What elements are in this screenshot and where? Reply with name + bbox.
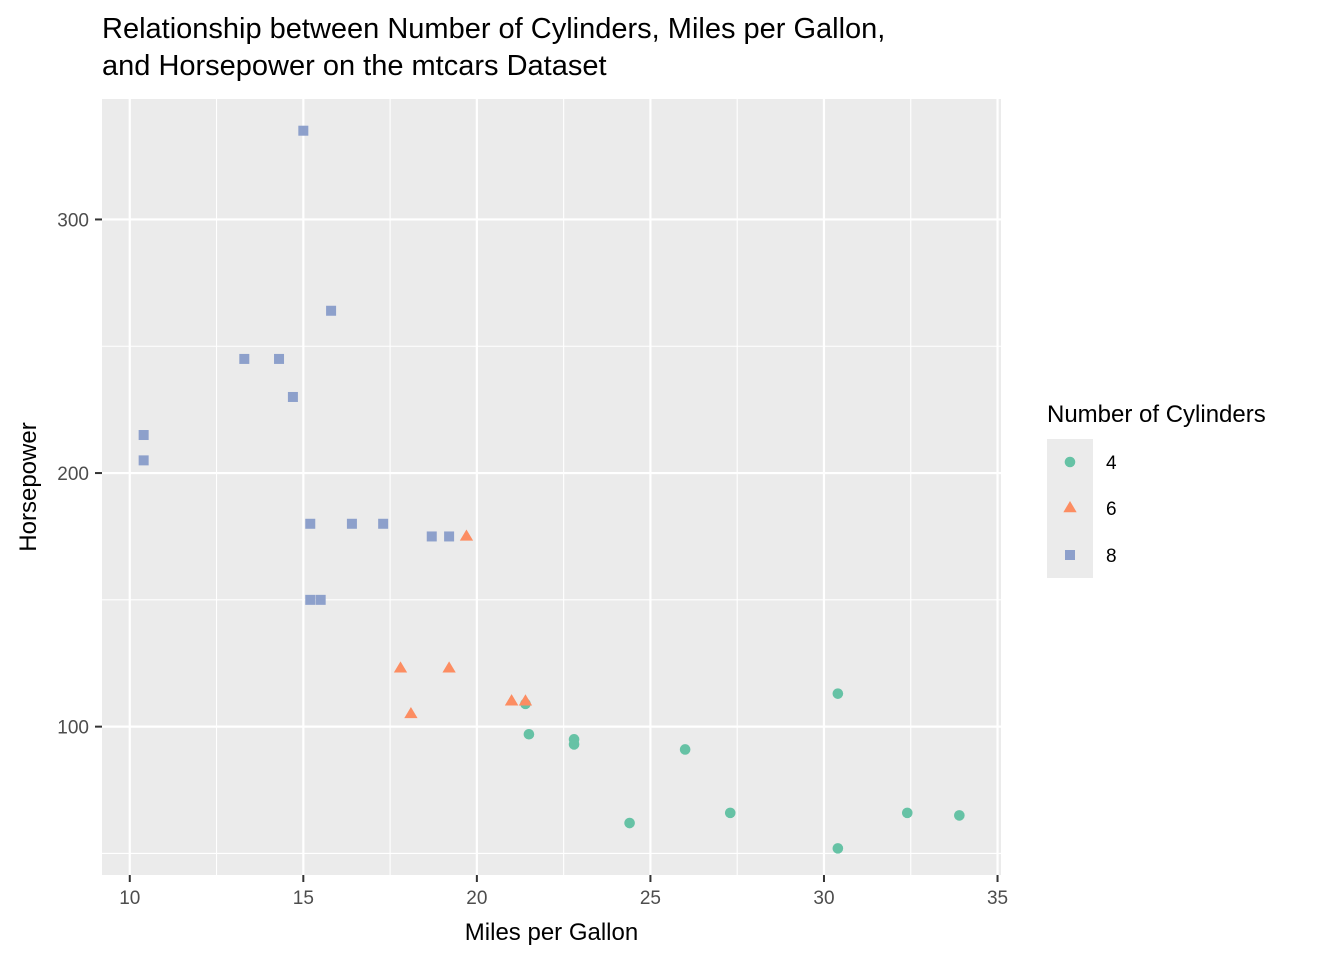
- data-point-cyl-8: [287, 391, 298, 402]
- legend-key-cyl-8: [1065, 550, 1075, 560]
- data-point-cyl-8: [274, 353, 285, 364]
- data-point-cyl-8: [138, 455, 149, 466]
- data-point-cyl-6: [393, 661, 408, 673]
- legend-label-cyl-6: 6: [1106, 499, 1117, 520]
- data-point-cyl-4: [624, 817, 635, 829]
- data-point-cyl-4: [832, 843, 844, 854]
- data-point-cyl-6: [504, 694, 519, 706]
- data-point-cyl-4: [523, 728, 535, 740]
- data-point-cyl-8: [378, 518, 389, 529]
- data-point-cyl-6: [518, 694, 533, 706]
- data-point-cyl-8: [315, 594, 326, 605]
- data-point-cyl-4: [679, 744, 691, 755]
- chart-title-line-1: Relationship between Number of Cylinders…: [102, 13, 886, 45]
- y-tick-label: 100: [57, 718, 89, 739]
- y-axis-title: Horsepower: [15, 422, 42, 551]
- data-point-cyl-4: [832, 688, 844, 699]
- legend-title: Number of Cylinders: [1047, 401, 1266, 428]
- legend-label-cyl-4: 4: [1106, 453, 1117, 474]
- data-points: [138, 125, 965, 854]
- major-gridlines: [102, 99, 1001, 875]
- data-point-cyl-4: [954, 810, 965, 821]
- legend: Number of Cylinders 4 6 8: [1047, 401, 1266, 578]
- x-tick-label: 30: [813, 888, 834, 909]
- data-point-cyl-8: [298, 125, 309, 136]
- data-point-cyl-4: [901, 807, 913, 819]
- data-point-cyl-6: [442, 661, 456, 673]
- plot-panel: [102, 99, 1001, 875]
- data-point-cyl-4: [568, 734, 580, 745]
- legend-label-cyl-8: 8: [1106, 546, 1117, 567]
- y-tick-label: 200: [57, 464, 89, 485]
- minor-gridlines: [102, 99, 1001, 875]
- y-tick-label: 300: [57, 210, 89, 231]
- data-point-cyl-8: [305, 518, 316, 529]
- y-axis: 100 200 300: [57, 210, 102, 739]
- x-tick-label: 10: [119, 888, 140, 909]
- legend-key-cyl-4: [1064, 456, 1076, 468]
- data-point-cyl-8: [444, 531, 455, 542]
- chart-title-line-2: and Horsepower on the mtcars Dataset: [102, 50, 607, 82]
- x-axis-title: Miles per Gallon: [465, 919, 638, 946]
- x-tick-label: 15: [293, 888, 314, 909]
- x-tick-label: 35: [987, 888, 1008, 909]
- x-tick-label: 25: [640, 888, 661, 909]
- data-point-cyl-8: [346, 518, 357, 529]
- legend-key-cyl-6: [1063, 501, 1077, 513]
- x-tick-label: 20: [466, 888, 487, 909]
- data-point-cyl-4: [724, 807, 736, 819]
- data-point-cyl-8: [305, 594, 316, 605]
- data-point-cyl-8: [239, 353, 250, 364]
- data-point-cyl-6: [459, 529, 474, 541]
- x-axis: 10 15 20 25 30 35: [119, 875, 1008, 909]
- data-point-cyl-6: [404, 706, 418, 719]
- data-point-cyl-8: [138, 430, 149, 441]
- data-point-cyl-8: [426, 531, 437, 542]
- data-point-cyl-8: [326, 305, 337, 316]
